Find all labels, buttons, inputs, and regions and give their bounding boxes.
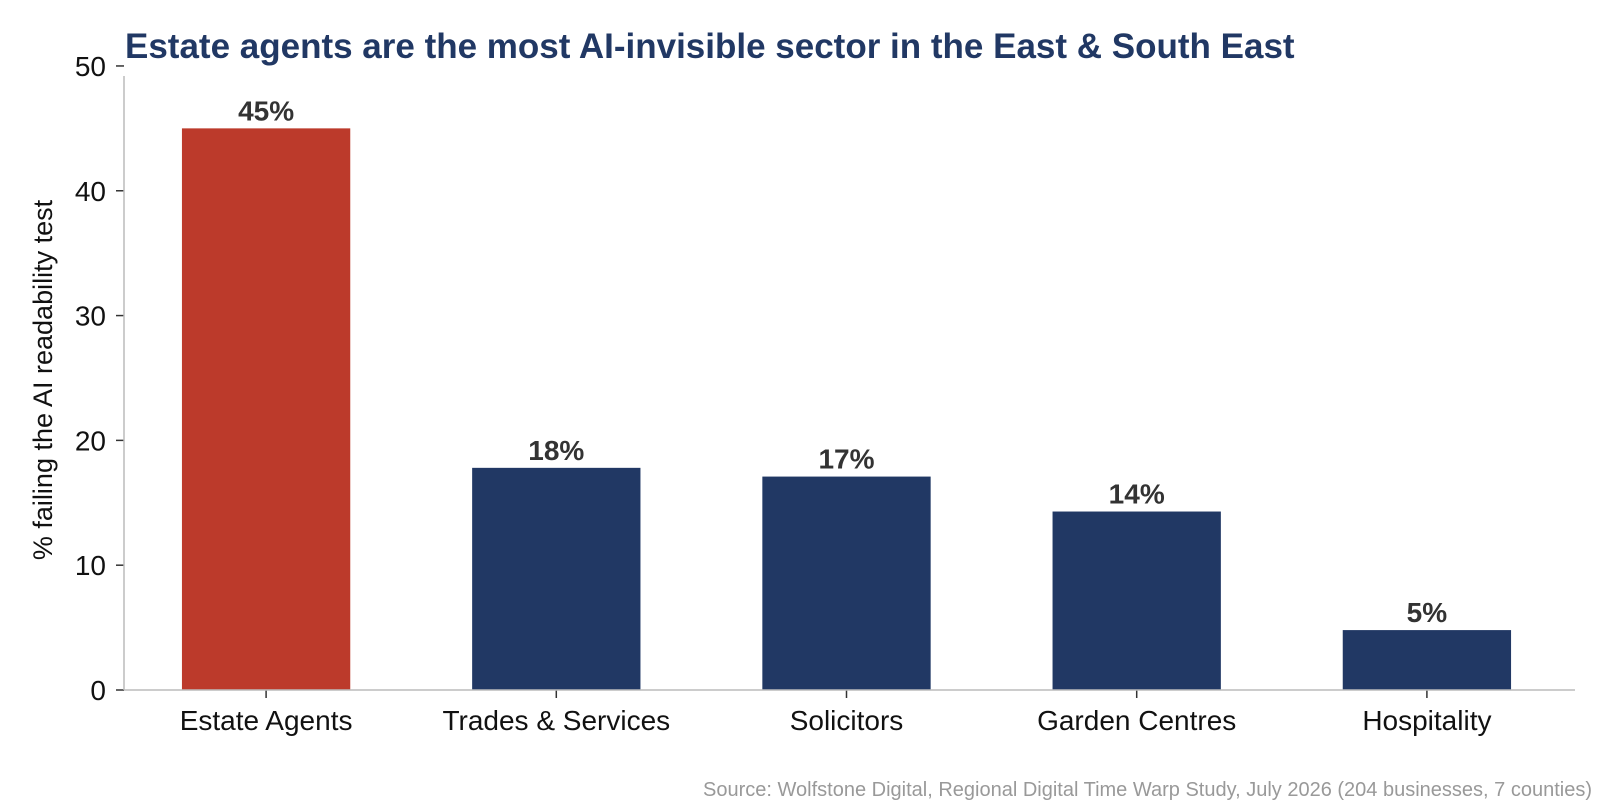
bar-value-label: 18% (528, 435, 584, 466)
bar (472, 467, 641, 690)
y-tick-label: 20 (75, 425, 106, 456)
y-tick-label: 30 (75, 301, 106, 332)
bar-value-label: 14% (1109, 479, 1165, 510)
bar-value-label: 17% (818, 444, 874, 475)
y-tick-label: 50 (75, 51, 106, 82)
bars (181, 128, 1512, 691)
y-tick-label: 0 (90, 675, 106, 706)
x-tick-label: Garden Centres (1037, 705, 1236, 736)
x-tick-label: Estate Agents (180, 705, 353, 736)
bar-value-label: 45% (238, 95, 294, 126)
x-tick-label: Solicitors (790, 705, 904, 736)
x-tick-label: Trades & Services (442, 705, 670, 736)
y-tick-label: 40 (75, 176, 106, 207)
source-note: Source: Wolfstone Digital, Regional Digi… (703, 779, 1592, 800)
data-labels: 45% 18% 17% 14% 5% (238, 95, 1447, 628)
bar (1342, 630, 1512, 690)
y-tick-label: 10 (75, 550, 106, 581)
bar (181, 128, 351, 691)
y-axis-label: % failing the AI readability test (28, 199, 58, 560)
chart-title: Estate agents are the most AI-invisible … (125, 27, 1295, 66)
x-tick-label: Hospitality (1362, 705, 1491, 736)
bar (1052, 511, 1221, 690)
axis-ticks: 0 10 20 30 40 50 Estate Agents Trades & Service… (75, 51, 1492, 736)
bar-value-label: 5% (1407, 597, 1448, 628)
bar (762, 476, 931, 690)
